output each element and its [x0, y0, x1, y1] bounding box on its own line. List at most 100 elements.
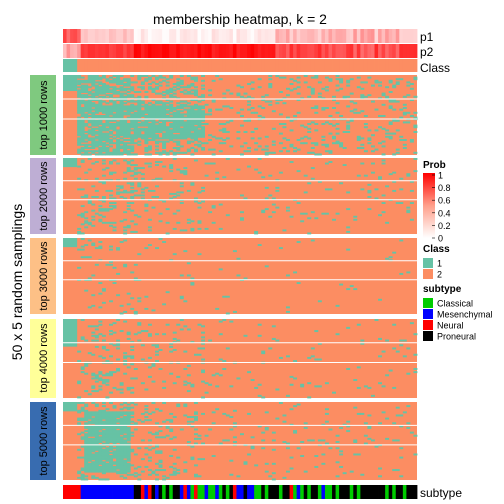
heatmap-cell: [183, 105, 188, 108]
heatmap-cell: [126, 170, 131, 173]
heatmap-cell: [381, 92, 386, 95]
heatmap-cell: [240, 145, 244, 148]
heatmap-cell: [126, 464, 131, 467]
heatmap-cell: [119, 196, 124, 198]
heatmap-cell: [314, 123, 319, 125]
heatmap-cell: [385, 417, 390, 420]
heatmap-cell: [91, 242, 96, 245]
heatmap-cell: [101, 159, 106, 162]
heatmap-cell: [80, 248, 85, 251]
heatmap-cell: [101, 134, 106, 137]
heatmap-cell: [109, 173, 113, 176]
heatmap-cell: [176, 405, 181, 408]
heatmap-cell: [193, 150, 198, 153]
heatmap-cell: [77, 448, 82, 451]
heatmap-cell: [130, 434, 135, 437]
heatmap-cell: [147, 459, 152, 462]
heatmap-cell: [94, 403, 99, 406]
heatmap-cell: [101, 470, 106, 473]
p2-cell: [109, 44, 113, 58]
heatmap-cell: [119, 191, 124, 194]
heatmap-cell: [186, 221, 191, 224]
heatmap-cell: [80, 456, 85, 459]
heatmap-cell: [116, 420, 121, 423]
heatmap-cell: [328, 447, 333, 450]
heatmap-cell: [289, 408, 294, 411]
heatmap-cell: [130, 363, 135, 366]
heatmap-cell: [335, 441, 340, 443]
heatmap-cell: [94, 334, 99, 337]
heatmap-cell: [116, 419, 121, 422]
heatmap-cell: [91, 475, 96, 478]
heatmap-cell: [193, 127, 198, 130]
class-cell: [314, 59, 319, 72]
heatmap-cell: [123, 127, 128, 130]
heatmap-cell: [321, 212, 326, 215]
heatmap-cell: [119, 456, 124, 459]
heatmap-cell: [105, 135, 110, 138]
heatmap-cell: [151, 81, 156, 84]
heatmap-cell: [116, 358, 121, 361]
heatmap-cell: [130, 473, 135, 476]
heatmap-cell: [282, 414, 287, 417]
heatmap-cell: [222, 123, 227, 125]
heatmap-cell: [356, 135, 361, 138]
heatmap-cell: [335, 127, 340, 130]
heatmap-cell: [112, 119, 117, 122]
prob-gradient-bar: [423, 173, 435, 238]
heatmap-cell: [172, 196, 177, 198]
heatmap-cell: [183, 350, 188, 353]
heatmap-cell: [105, 450, 110, 453]
heatmap-cell: [130, 119, 135, 122]
heatmap-cell: [77, 139, 82, 141]
heatmap-cell: [112, 431, 117, 434]
heatmap-cell: [109, 458, 113, 461]
heatmap-cell: [87, 102, 92, 105]
heatmap-cell: [176, 110, 181, 113]
heatmap-cell: [193, 428, 198, 431]
heatmap-cell: [94, 476, 99, 479]
heatmap-cell: [190, 84, 195, 87]
heatmap-cell: [197, 111, 202, 114]
subtype-cell: [332, 485, 336, 499]
heatmap-cell: [80, 111, 85, 114]
heatmap-cell: [147, 334, 152, 337]
heatmap-cell: [413, 353, 418, 356]
class-cell: [155, 59, 159, 72]
heatmap-cell: [289, 375, 294, 378]
heatmap-cell: [215, 75, 220, 77]
heatmap-cell: [147, 148, 152, 151]
heatmap-cell: [264, 148, 269, 151]
heatmap-cell: [363, 385, 368, 388]
heatmap-cell: [370, 84, 375, 87]
heatmap-cell: [169, 123, 174, 125]
heatmap-cell: [112, 202, 117, 204]
class-cell: [399, 59, 404, 72]
heatmap-cell: [91, 151, 96, 154]
heatmap-cell: [413, 453, 418, 456]
heatmap-cell: [165, 135, 170, 138]
heatmap-cell: [109, 434, 113, 437]
heatmap-cell: [94, 150, 99, 153]
heatmap-cell: [162, 97, 167, 100]
heatmap-cell: [332, 142, 336, 145]
heatmap-cell: [144, 142, 149, 145]
heatmap-cell: [186, 119, 191, 122]
heatmap-cell: [109, 426, 113, 429]
heatmap-cell: [123, 310, 128, 313]
p2-cell: [385, 44, 390, 58]
heatmap-cell: [243, 131, 248, 133]
heatmap-cell: [176, 81, 181, 84]
heatmap-cell: [158, 469, 163, 472]
subtype-cell: [116, 485, 121, 499]
heatmap-cell: [151, 119, 156, 122]
heatmap-cell: [169, 100, 174, 103]
heatmap-cell: [112, 447, 117, 450]
heatmap-cell: [116, 135, 121, 138]
heatmap-cell: [105, 84, 110, 87]
heatmap-cell: [84, 100, 89, 103]
heatmap-cell: [151, 113, 156, 116]
heatmap-cell: [84, 437, 89, 440]
heatmap-cell: [151, 196, 156, 198]
heatmap-cell: [204, 174, 209, 177]
